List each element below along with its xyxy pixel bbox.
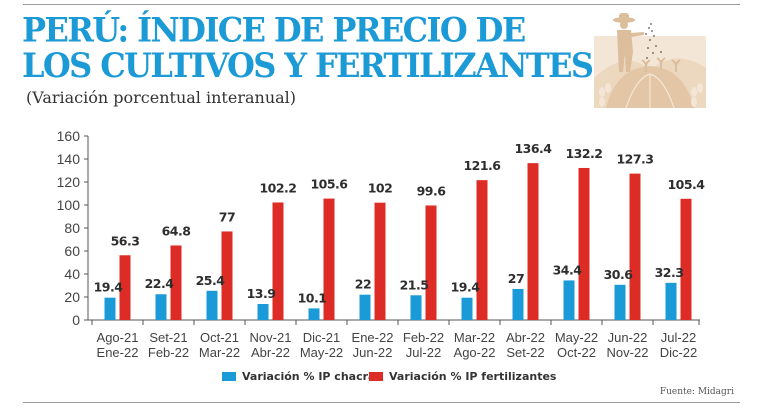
data-label-chacra: 21.5 xyxy=(400,277,429,292)
x-tick-label: Set-22 xyxy=(506,345,544,360)
bar-chacra xyxy=(614,284,626,320)
chart-title: PERÚ: ÍNDICE DE PRECIO DE LOS CULTIVOS Y… xyxy=(22,9,594,86)
bar-fertilizantes xyxy=(629,173,641,320)
bar-fertilizantes xyxy=(425,205,437,320)
bar-fertilizantes xyxy=(272,202,284,320)
data-label-fertilizantes: 127.3 xyxy=(616,152,653,167)
bar-fertilizantes xyxy=(119,255,131,320)
source-note: Fuente: Midagri xyxy=(659,387,734,397)
data-label-fertilizantes: 77 xyxy=(219,209,235,224)
data-label-fertilizantes: 99.6 xyxy=(417,183,447,198)
data-label-fertilizantes: 105.4 xyxy=(667,177,705,192)
bar-chacra xyxy=(155,294,167,320)
legend-item-fertilizantes: Variación % IP fertilizantes xyxy=(369,370,556,383)
title-line-1: PERÚ: ÍNDICE DE PRECIO DE xyxy=(22,9,526,50)
data-label-fertilizantes: 64.8 xyxy=(162,223,191,238)
bar-chacra xyxy=(104,297,116,320)
y-tick-label: 140 xyxy=(57,151,81,167)
data-label-chacra: 34.4 xyxy=(553,262,583,277)
data-label-chacra: 19.4 xyxy=(451,280,481,295)
farmer-sowing-seeds-icon xyxy=(594,13,706,108)
x-tick-label: Ago-22 xyxy=(454,345,496,360)
bar-chacra xyxy=(461,297,473,320)
bar-chart: 020406080100120140160Ago-21Ene-2219.456.… xyxy=(57,128,706,360)
x-tick-label: Abr-22 xyxy=(506,330,545,345)
bar-fertilizantes xyxy=(374,202,386,320)
data-label-chacra: 32.3 xyxy=(655,265,684,280)
x-tick-label: Nov-21 xyxy=(250,330,292,345)
bar-fertilizantes xyxy=(527,163,539,320)
bar-chacra xyxy=(563,280,575,320)
x-tick-label: Oct-22 xyxy=(557,345,596,360)
bar-chacra xyxy=(359,294,371,320)
bar-chacra xyxy=(206,290,218,320)
y-tick-label: 20 xyxy=(64,289,80,305)
bar-fertilizantes xyxy=(221,231,233,320)
y-tick-label: 80 xyxy=(64,220,80,236)
bar-fertilizantes xyxy=(323,198,335,320)
x-tick-label: Dic-22 xyxy=(660,345,698,360)
bar-fertilizantes xyxy=(680,198,692,320)
legend-label-chacra: Variación % IP chacra xyxy=(242,370,376,383)
top-divider xyxy=(23,4,740,5)
x-tick-label: Nov-22 xyxy=(607,345,649,360)
legend-label-fertilizantes: Variación % IP fertilizantes xyxy=(389,370,557,383)
x-tick-label: Dic-21 xyxy=(303,330,341,345)
y-tick-label: 60 xyxy=(64,243,80,259)
y-tick-label: 40 xyxy=(64,266,80,282)
bar-fertilizantes xyxy=(476,180,488,320)
data-label-chacra: 30.6 xyxy=(604,267,634,282)
data-label-chacra: 22.4 xyxy=(145,276,175,291)
data-label-chacra: 22 xyxy=(355,277,371,292)
x-tick-label: Mar-22 xyxy=(454,330,495,345)
data-label-chacra: 13.9 xyxy=(247,286,276,301)
x-tick-label: Feb-22 xyxy=(148,345,189,360)
x-tick-label: Oct-21 xyxy=(200,330,239,345)
x-tick-label: Set-21 xyxy=(149,330,187,345)
x-tick-label: Jun-22 xyxy=(608,330,648,345)
title-line-2: LOS CULTIVOS Y FERTILIZANTES xyxy=(22,45,594,86)
x-tick-label: Mar-22 xyxy=(199,345,240,360)
chart-subtitle: (Variación porcentual interanual) xyxy=(26,88,297,107)
data-label-fertilizantes: 105.6 xyxy=(310,177,348,192)
y-tick-label: 0 xyxy=(72,312,80,328)
x-tick-label: Jul-22 xyxy=(406,345,441,360)
data-label-fertilizantes: 102.2 xyxy=(259,180,296,195)
data-label-fertilizantes: 132.2 xyxy=(565,146,602,161)
y-tick-label: 120 xyxy=(57,174,81,190)
data-label-fertilizantes: 56.3 xyxy=(111,233,140,248)
data-label-chacra: 10.1 xyxy=(298,290,327,305)
bar-fertilizantes xyxy=(578,167,590,320)
bar-chacra xyxy=(308,308,320,320)
x-tick-label: May-22 xyxy=(300,345,343,360)
data-label-chacra: 19.4 xyxy=(94,280,124,295)
data-label-fertilizantes: 136.4 xyxy=(514,141,552,156)
x-tick-label: Ene-22 xyxy=(97,345,139,360)
bar-fertilizantes xyxy=(170,245,182,320)
legend-swatch-fertilizantes xyxy=(369,372,383,381)
y-tick-label: 160 xyxy=(57,128,81,144)
legend-item-chacra: Variación % IP chacra xyxy=(222,370,375,383)
bar-chacra xyxy=(410,295,422,320)
bar-chacra xyxy=(665,282,677,320)
x-tick-label: Jun-22 xyxy=(353,345,393,360)
x-tick-label: Jul-22 xyxy=(661,330,696,345)
x-tick-label: May-22 xyxy=(555,330,598,345)
legend-swatch-chacra xyxy=(222,372,236,381)
x-tick-label: Ago-21 xyxy=(97,330,139,345)
bar-chacra xyxy=(257,304,269,320)
data-label-fertilizantes: 121.6 xyxy=(463,158,501,173)
data-label-chacra: 27 xyxy=(508,271,524,286)
x-tick-label: Abr-22 xyxy=(251,345,290,360)
data-label-chacra: 25.4 xyxy=(196,273,226,288)
x-tick-label: Feb-22 xyxy=(403,330,444,345)
y-tick-label: 100 xyxy=(57,197,81,213)
data-label-fertilizantes: 102 xyxy=(368,181,393,196)
x-tick-label: Ene-22 xyxy=(352,330,394,345)
bottom-divider xyxy=(23,402,740,403)
bar-chacra xyxy=(512,288,524,320)
